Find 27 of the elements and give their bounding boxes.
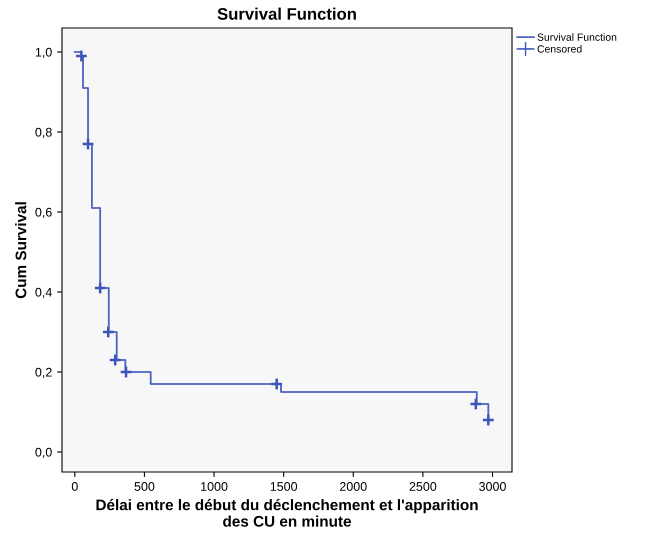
legend-label: Survival Function: [537, 33, 616, 41]
x-tick-label: 1000: [201, 482, 228, 491]
x-tick-label: 0: [72, 482, 78, 491]
point: [102, 325, 115, 339]
point: [74, 49, 88, 63]
x-tick-label: 1500: [270, 482, 298, 491]
point: [469, 397, 482, 411]
x-axis-title: Délai entre le début du déclenchement et l'apparition des CU en minute: [96, 498, 478, 527]
y-axis-title: Cum Survival: [15, 202, 26, 298]
point: [270, 377, 284, 391]
point: [108, 353, 122, 367]
y-tick-label: 0,0: [35, 448, 52, 458]
point: [94, 281, 107, 295]
x-tick-label: 500: [134, 482, 154, 491]
x-tick-label: 2000: [340, 482, 367, 491]
y-tick-label: 0,2: [35, 368, 52, 378]
chart-title: Survival Function: [218, 8, 356, 20]
y-tick-label: 0,4: [35, 288, 52, 298]
y-tick-label: 0,8: [35, 128, 52, 138]
legend-label: Censored: [538, 45, 582, 53]
point: [81, 137, 95, 151]
y-tick-label: 0,6: [35, 208, 52, 218]
point: [482, 413, 495, 427]
point: [119, 365, 133, 379]
y-tick-label: 1,0: [36, 48, 52, 58]
x-tick-label: 2500: [410, 482, 436, 491]
x-tick-label: 3000: [479, 482, 506, 491]
